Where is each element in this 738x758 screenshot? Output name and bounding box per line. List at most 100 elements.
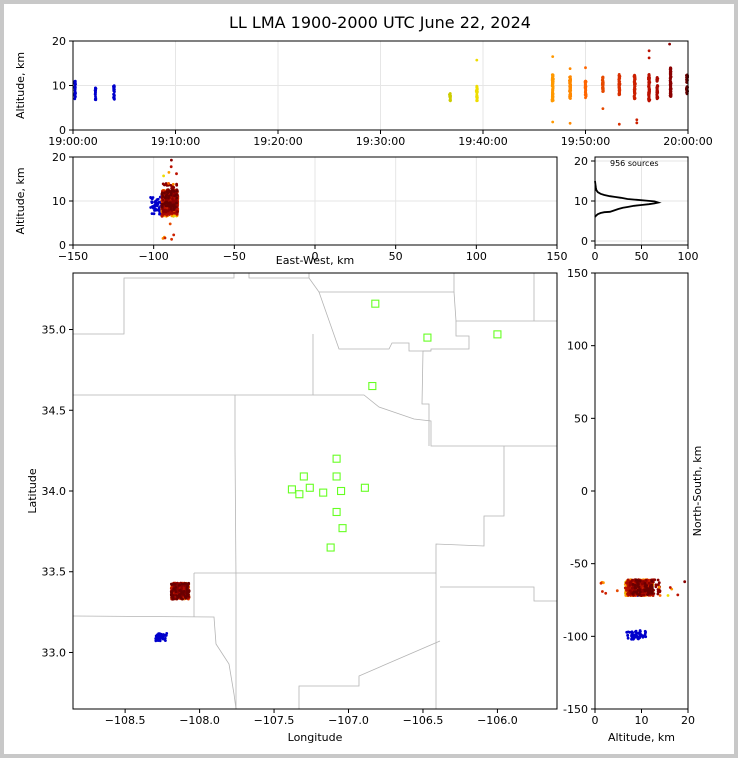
ns-height-source [638, 590, 642, 594]
time-height-source [669, 82, 673, 85]
ew-height-source [172, 190, 176, 193]
ns-height-outlier [668, 586, 672, 589]
histogram-ytick-label: 10 [574, 195, 588, 208]
ew-height-source [161, 209, 165, 213]
time-height-xtick-label: 19:20:00 [253, 135, 302, 148]
ew-height-source [170, 204, 174, 208]
time-height-source [648, 76, 651, 80]
time-height-source [551, 89, 554, 93]
ns-height-source [630, 633, 634, 637]
ew-height-xtick-label: 50 [389, 250, 403, 263]
plan-ytick-label: 34.0 [42, 485, 67, 498]
ew-height-source [169, 202, 172, 206]
ew-height-source [160, 205, 164, 209]
histogram-profile-line [594, 180, 662, 218]
ew-height-ytick-label: 10 [52, 195, 66, 208]
ns-height-source [626, 634, 630, 637]
time-height-source [601, 79, 605, 83]
ns-height-ytick-label: 150 [567, 267, 588, 280]
plan-view-source [178, 594, 182, 598]
plan-view-source [158, 639, 162, 643]
plan-view-source [154, 634, 158, 638]
time-height-ytick-label: 20 [52, 35, 66, 48]
ns-height-source [650, 585, 654, 589]
time-height-source [475, 96, 479, 99]
ns-height-outlier [658, 594, 662, 597]
ew-height-outlier [175, 172, 178, 176]
time-height-source [568, 89, 572, 93]
ew-height-outlier [172, 233, 176, 237]
ew-height-source [161, 182, 165, 186]
ns-height-source [634, 590, 638, 594]
histogram-ytick-label: 0 [581, 235, 588, 248]
ew-height-source [175, 189, 179, 193]
time-height-source [668, 72, 672, 76]
time-height-source [112, 88, 116, 91]
time-height-source [633, 81, 636, 84]
ns-height-source [657, 583, 660, 587]
ns-height-source [631, 583, 635, 586]
ew-height-source [172, 207, 176, 211]
ns-height-outlier [615, 589, 619, 593]
ns-height-ytick-label: 100 [567, 340, 588, 353]
time-height-xtick-label: 19:10:00 [151, 135, 200, 148]
ns-height-source [630, 630, 634, 634]
ns-height-source [650, 579, 654, 583]
county-boundary [453, 291, 557, 322]
time-height-outlier [635, 118, 639, 122]
time-height-source [685, 76, 688, 79]
time-height-source [584, 96, 587, 100]
ns-height-source [638, 579, 642, 583]
plan-view-source [156, 638, 160, 642]
ns-height-source [631, 578, 634, 582]
time-height-source [112, 95, 116, 98]
ns-height-source [638, 630, 642, 634]
plan-view-source [161, 635, 164, 639]
ew-height-outlier [167, 182, 170, 185]
time-height-axes [72, 40, 689, 131]
ew-height-source [174, 205, 177, 209]
plan-view-axes [72, 272, 558, 710]
time-height-source [475, 98, 479, 102]
ns-height-outlier [599, 581, 603, 585]
time-height-source [669, 66, 673, 70]
ns-height-source [636, 588, 640, 592]
time-height-source [685, 73, 689, 77]
time-height-source [73, 85, 77, 88]
time-height-outlier [668, 42, 671, 46]
ew-height-source [163, 196, 167, 200]
time-height-ylabel: Altitude, km [14, 52, 27, 119]
ns-height-source [636, 579, 639, 582]
time-height-source [568, 94, 572, 98]
ns-height-source [647, 590, 650, 594]
lma-station-marker [337, 486, 346, 496]
time-height-source [655, 93, 659, 97]
ns-height-ytick-label: -150 [563, 703, 588, 716]
ew-height-source [174, 193, 178, 197]
ew-height-source [169, 207, 173, 211]
lma-station-marker [295, 490, 304, 499]
ns-height-outlier [657, 585, 661, 589]
ew-height-outlier [171, 182, 175, 186]
ew-height-source [156, 208, 160, 212]
axis-label-layer: 19:00:00 19:10:00 19:20:00 19:30:00 19:40:00… [14, 35, 713, 744]
time-height-source [685, 80, 689, 84]
lma-station-marker [338, 524, 347, 533]
time-height-source [633, 85, 637, 88]
plan-ytick-label: 34.5 [42, 404, 67, 417]
time-height-source [648, 98, 651, 102]
ew-height-outlier [170, 237, 174, 241]
time-height-source [617, 92, 621, 96]
lma-station-marker [305, 483, 314, 492]
ew-height-xtick-label: −50 [223, 250, 246, 263]
ew-height-xtick-label: 150 [547, 250, 568, 263]
county-boundary [73, 273, 235, 335]
lma-station-marker [319, 488, 328, 497]
time-height-source [584, 79, 588, 83]
plan-view-source [176, 588, 179, 591]
county-boundary [73, 334, 314, 396]
time-height-source [647, 91, 651, 94]
time-height-source [551, 87, 554, 91]
time-height-source [633, 92, 636, 95]
ew-height-source [150, 212, 154, 216]
